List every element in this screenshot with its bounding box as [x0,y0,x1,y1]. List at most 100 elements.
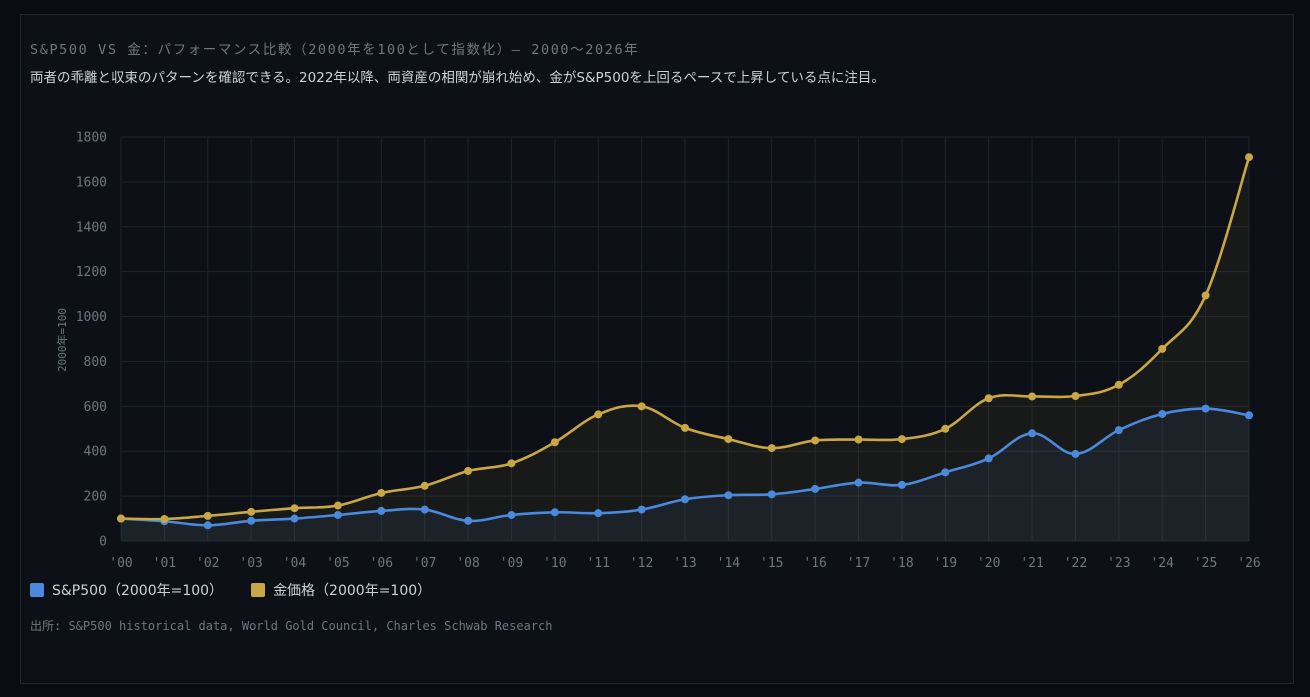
x-tick-label-11: '11 [586,556,609,571]
point-sp500-9[interactable] [507,510,516,519]
x-tick-label-20: '20 [977,556,1000,571]
point-gold-19[interactable] [941,424,950,433]
y-tick-label-5: 1000 [76,310,107,325]
point-sp500-18[interactable] [897,480,906,489]
legend-label-sp500: S&P500（2000年=100） [52,583,224,599]
data-points [117,153,1253,530]
x-tick-label-22: '22 [1064,556,1087,571]
chart-title: S&P500 VS 金：パフォーマンス比較（2000年を100として指数化）— … [30,42,640,58]
point-gold-26[interactable] [1245,153,1253,162]
point-sp500-4[interactable] [290,514,299,523]
chart-subtitle: 両者の乖離と収束のパターンを確認できる。2022年以降、両資産の相関が崩れ始め、… [30,70,885,86]
y-tick-label-6: 1200 [76,265,107,280]
point-gold-14[interactable] [724,435,733,444]
point-sp500-17[interactable] [854,478,863,487]
point-sp500-15[interactable] [767,490,776,499]
x-tick-label-3: '03 [239,556,262,571]
legend: S&P500（2000年=100） 金価格（2000年=100） [30,580,431,600]
point-sp500-11[interactable] [594,509,603,518]
y-tick-label-2: 400 [84,445,107,460]
point-gold-11[interactable] [594,410,603,419]
point-gold-3[interactable] [247,507,256,516]
y-axis-label: 2000年=100 [55,308,69,372]
point-gold-15[interactable] [767,444,776,453]
x-tick-label-7: '07 [413,556,436,571]
point-gold-23[interactable] [1114,380,1123,389]
point-gold-24[interactable] [1158,344,1167,353]
point-gold-7[interactable] [420,481,429,490]
point-gold-6[interactable] [377,488,386,497]
legend-label-gold: 金価格（2000年=100） [273,583,432,599]
point-gold-12[interactable] [637,402,646,411]
legend-swatch-gold [251,583,266,597]
point-sp500-13[interactable] [681,495,689,504]
x-tick-label-24: '24 [1150,556,1174,571]
y-tick-label-1: 200 [84,490,107,505]
point-sp500-7[interactable] [420,505,429,514]
point-gold-2[interactable] [203,511,212,520]
point-gold-16[interactable] [811,436,820,445]
x-tick-label-12: '12 [630,556,653,571]
x-tick-label-5: '05 [326,556,349,571]
legend-item-gold[interactable]: 金価格（2000年=100） [251,580,431,600]
x-tick-label-1: '01 [153,556,176,571]
x-tick-label-14: '14 [717,556,741,571]
point-gold-18[interactable] [897,435,906,444]
point-gold-8[interactable] [464,466,473,475]
x-tick-label-19: '19 [934,556,957,571]
grid [120,136,1250,542]
point-sp500-12[interactable] [637,505,646,514]
x-tick-label-21: '21 [1020,556,1043,571]
point-gold-5[interactable] [333,501,342,510]
point-gold-1[interactable] [160,515,169,524]
point-gold-0[interactable] [117,514,125,523]
y-tick-label-7: 1400 [76,220,107,235]
x-tick-label-15: '15 [760,556,783,571]
y-tick-label-9: 1800 [76,131,107,146]
y-tick-label-8: 1600 [76,175,107,190]
point-gold-25[interactable] [1201,291,1210,300]
point-sp500-10[interactable] [550,508,559,517]
point-gold-4[interactable] [290,504,299,513]
point-gold-21[interactable] [1028,392,1037,401]
legend-item-sp500[interactable]: S&P500（2000年=100） [30,580,223,600]
x-axis-ticks: '00 '01 '02 '03 '04 '05 '06 '07 '08 '09 '10 '11 '12 '… [109,556,1260,571]
point-sp500-19[interactable] [941,468,950,477]
x-tick-label-8: '08 [456,556,479,571]
x-tick-label-16: '16 [803,556,826,571]
point-sp500-6[interactable] [377,506,386,515]
point-gold-13[interactable] [681,423,689,432]
point-gold-17[interactable] [854,435,863,444]
legend-swatch-sp500 [30,583,44,597]
chart-card [20,14,1294,684]
point-sp500-16[interactable] [811,484,820,493]
x-tick-label-9: '09 [500,556,523,571]
point-sp500-26[interactable] [1245,411,1253,420]
point-sp500-23[interactable] [1114,426,1123,435]
point-sp500-25[interactable] [1201,404,1210,413]
y-axis-ticks: 0 200 400 600 800 1000 1200 1400 1600 1800 [76,131,107,550]
point-sp500-2[interactable] [203,521,212,530]
point-gold-20[interactable] [984,394,993,403]
point-sp500-24[interactable] [1158,409,1167,418]
point-gold-9[interactable] [507,459,516,468]
x-tick-label-13: '13 [673,556,696,571]
point-sp500-5[interactable] [333,510,342,519]
point-sp500-22[interactable] [1071,449,1080,458]
y-tick-label-4: 800 [84,355,107,370]
point-sp500-8[interactable] [464,516,473,525]
point-gold-22[interactable] [1071,392,1080,401]
x-tick-label-26: '26 [1237,556,1260,571]
x-tick-label-18: '18 [890,556,913,571]
series-areas [121,157,1249,541]
x-tick-label-6: '06 [370,556,393,571]
point-sp500-3[interactable] [247,516,256,525]
y-tick-label-0: 0 [99,535,107,550]
point-sp500-14[interactable] [724,491,733,500]
point-sp500-21[interactable] [1028,429,1037,438]
x-tick-label-0: '00 [109,556,132,571]
point-sp500-20[interactable] [984,454,993,463]
source-note: 出所: S&P500 historical data, World Gold C… [30,619,553,633]
point-gold-10[interactable] [550,438,559,447]
